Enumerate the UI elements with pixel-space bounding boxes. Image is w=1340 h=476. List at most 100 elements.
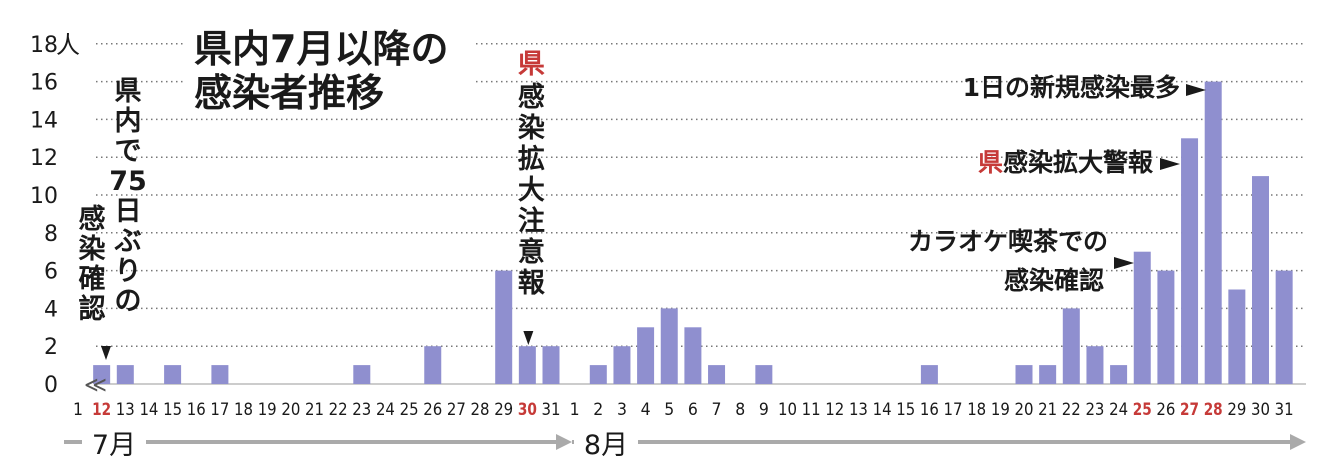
annotation-char: り [115,256,142,287]
bar [495,270,513,384]
x-tick-label: 14 [139,400,158,420]
annotation-char: 意 [518,236,545,268]
x-tick-label: 30 [518,400,537,420]
x-tick-label: 7 [712,400,722,420]
x-tick-label: 29 [1227,400,1246,420]
x-tick-label: 11 [802,400,821,420]
x-tick-label: 27 [1180,400,1199,420]
x-tick-label: 18 [967,400,986,420]
bar [164,365,182,384]
x-tick-label: 5 [664,400,674,420]
annotation-char: 染 [79,234,106,265]
max-daily-annotation: 1日の新規感染最多 [963,73,1206,102]
bar [353,365,371,384]
x-tick-label: 24 [376,400,395,420]
bar [1133,251,1151,384]
max-daily-text: 1日の新規感染最多 [963,73,1180,102]
y-tick-label: 10 [30,184,58,209]
y-tick-label: 8 [44,222,58,247]
karaoke-line-1: カラオケ喫茶での [908,227,1108,256]
annotation-char: 感 [79,203,106,235]
y-tick-label: 14 [30,108,58,133]
bar [920,365,938,384]
august-arrow-icon [1290,434,1306,450]
x-tick-label: 26 [423,400,442,420]
y-tick-label: 18 [30,33,58,58]
annotation-char: 染 [518,113,545,144]
x-tick-label: 22 [329,400,348,420]
july-arrow-icon [556,434,572,450]
month-label-july: 7月 [92,430,136,461]
x-tick-label: 1 [570,400,580,420]
max-daily-arrow-icon [1186,84,1206,96]
annotation-char: 確 [79,263,106,295]
bar [708,365,726,384]
annotation-char: 県 [115,76,142,107]
bar [1062,308,1080,384]
bar [1228,289,1246,384]
annotation-char: 大 [518,175,545,206]
x-tick-label: 28 [471,400,490,420]
x-tick-label: 14 [873,400,892,420]
y-tick-labels: 0 2 4 6 8 10 12 14 16 18 [30,33,58,398]
x-tick-label: 28 [1204,400,1223,420]
bar [116,365,134,384]
bar [1181,138,1199,384]
x-tick-label: 23 [1085,400,1104,420]
bar [1204,81,1222,384]
pref-warning-lead: 県 [978,148,1003,177]
x-tick-labels: 1 12 13 14 15 16 17 18 19 20 21 22 23 24 25 26 27 28 29 30 3… [73,400,1294,420]
x-tick-label: 30 [1251,400,1270,420]
annotation-char: 拡 [518,144,545,175]
bar [542,346,560,384]
bar [660,308,678,384]
karaoke-annotation: カラオケ喫茶での 感染確認 [908,227,1134,295]
pref-warning-text: 感染拡大警報 [1003,148,1154,177]
x-tick-label: 8 [735,400,745,420]
y-tick-label: 6 [44,260,58,285]
x-tick-label: 13 [116,400,135,420]
bar [93,365,111,384]
bar [613,346,631,384]
bar [589,365,607,384]
x-tick-label: 20 [281,400,300,420]
x-tick-label: 22 [1062,400,1081,420]
x-tick-label: 19 [258,400,277,420]
chart-title-line-2: 感染者推移 [194,71,384,115]
chart-title: 県内7月以降の 感染者推移 [194,27,448,115]
annotation-char: 内 [115,106,142,137]
x-tick-label: 16 [187,400,206,420]
bar [1252,176,1269,384]
x-tick-label: 27 [447,400,466,420]
y-unit-label: 人 [56,31,80,59]
bar [1086,346,1104,384]
x-tick-label: 2 [593,400,603,420]
x-tick-label: 15 [163,400,182,420]
annotation-char: 日 [115,196,142,227]
annotation-char: 報 [518,268,546,299]
annotation-char: ぶ [114,226,142,257]
x-tick-label: 6 [688,400,698,420]
annotation-char: 認 [79,293,106,325]
karaoke-line-2: 感染確認 [1004,266,1104,295]
pref-caution-arrow-icon [523,331,534,345]
x-tick-label: 21 [305,400,324,420]
x-tick-label: 25 [400,400,419,420]
bar [211,365,229,384]
y-tick-label: 16 [30,71,58,96]
x-tick-label: 21 [1038,400,1057,420]
svg-text:県感染拡大警報: 県感染拡大警報 [978,148,1154,177]
axis-break-mark: ≪ [84,373,107,398]
x-tick-label: 19 [991,400,1010,420]
bar [1275,270,1293,384]
x-tick-label: 29 [494,400,513,420]
x-tick-label: 10 [778,400,797,420]
bar [1015,365,1033,384]
x-tick-label: 9 [759,400,769,420]
bar [637,327,655,384]
pref-caution-lead: 県 [518,49,545,80]
bar [684,327,702,384]
x-tick-label: 20 [1015,400,1034,420]
bar [755,365,773,384]
